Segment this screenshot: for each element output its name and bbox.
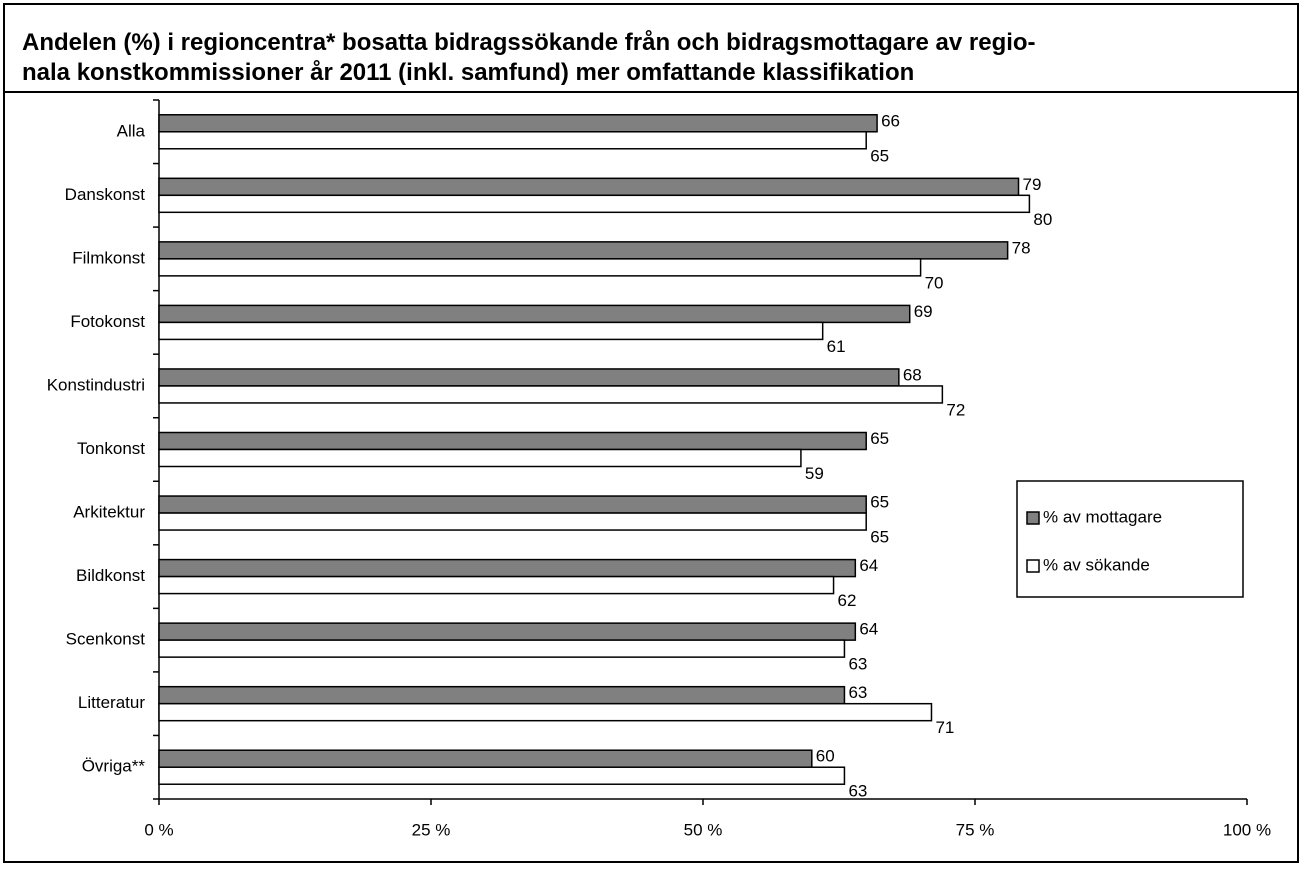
- value-label: 66: [881, 111, 900, 130]
- bar: [158, 177, 1020, 197]
- value-label: 68: [903, 365, 922, 384]
- bar: [158, 558, 857, 578]
- value-label: 65: [870, 493, 889, 512]
- chart-title: Andelen (%) i regioncentra* bosatta bidr…: [22, 29, 1036, 56]
- value-label: 62: [838, 591, 857, 610]
- value-label: 64: [859, 556, 878, 575]
- y-tick-label: Tonkonst: [77, 439, 145, 458]
- bar: [158, 766, 846, 785]
- value-label: 72: [946, 400, 965, 419]
- legend-label: % av sökande: [1043, 555, 1150, 574]
- bar: [158, 304, 911, 324]
- value-label: 61: [827, 337, 846, 356]
- value-label: 59: [805, 464, 824, 483]
- value-label: 65: [870, 429, 889, 448]
- value-label: 64: [859, 620, 878, 639]
- y-tick-label: Filmkonst: [72, 248, 145, 267]
- value-label: 69: [914, 302, 933, 321]
- value-label: 79: [1023, 175, 1042, 194]
- value-label: 71: [935, 718, 954, 737]
- x-tick-label: 0 %: [144, 820, 173, 839]
- bar: [158, 241, 1009, 260]
- value-label: 60: [816, 747, 835, 766]
- value-label: 65: [870, 146, 889, 165]
- y-tick-label: Fotokonst: [70, 312, 145, 331]
- bar: [158, 495, 867, 514]
- y-tick-label: Litteratur: [78, 693, 145, 712]
- bar: [158, 575, 835, 595]
- value-label: 63: [848, 655, 867, 674]
- bar: [158, 512, 867, 531]
- bar: [158, 685, 846, 705]
- legend-swatch: [1026, 559, 1040, 573]
- bar: [158, 448, 802, 468]
- bar: [158, 114, 878, 133]
- bar: [158, 431, 867, 451]
- legend-box: [1016, 480, 1244, 598]
- chart-title: nala konstkommissioner år 2011 (inkl. sa…: [22, 59, 914, 86]
- y-tick-label: Alla: [117, 121, 146, 140]
- x-tick-label: 75 %: [956, 820, 995, 839]
- y-tick-label: Scenkonst: [66, 630, 146, 649]
- y-tick-label: Övriga**: [82, 757, 146, 776]
- bar: [158, 749, 813, 768]
- bar: [158, 131, 867, 150]
- bar: [158, 258, 922, 277]
- bar: [158, 702, 933, 722]
- value-label: 70: [925, 273, 944, 292]
- legend-label: % av mottagare: [1043, 507, 1162, 526]
- value-label: 63: [848, 683, 867, 702]
- bar: [158, 194, 1031, 214]
- bar: [158, 622, 857, 641]
- x-tick-label: 100 %: [1223, 820, 1271, 839]
- x-tick-label: 50 %: [684, 820, 723, 839]
- bar: [158, 639, 846, 658]
- value-label: 78: [1012, 238, 1031, 257]
- legend-swatch: [1026, 511, 1040, 525]
- bar: [158, 385, 944, 404]
- y-tick-label: Konstindustri: [47, 375, 145, 394]
- value-label: 63: [848, 782, 867, 801]
- y-tick-label: Danskonst: [65, 185, 146, 204]
- bar: [158, 368, 900, 387]
- value-label: 65: [870, 528, 889, 547]
- bar: [158, 321, 824, 341]
- x-tick-label: 25 %: [412, 820, 451, 839]
- y-tick-label: Arkitektur: [73, 503, 145, 522]
- value-label: 80: [1033, 210, 1052, 229]
- y-tick-label: Bildkonst: [76, 566, 145, 585]
